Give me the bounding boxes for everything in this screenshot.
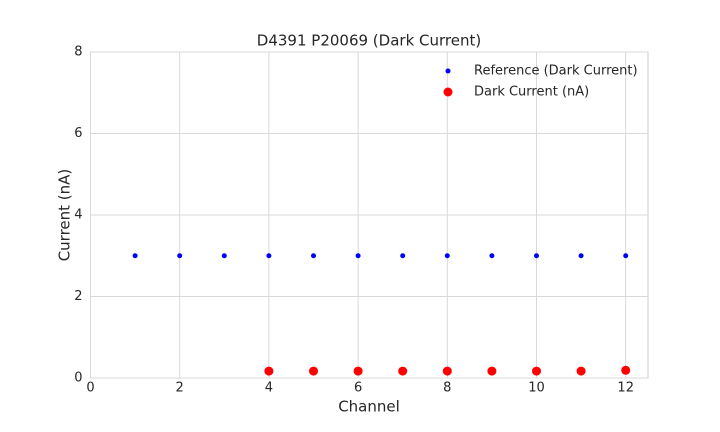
x-tick-label: 0 <box>86 381 94 396</box>
y-axis-label: Current (nA) <box>56 169 74 262</box>
data-point <box>266 253 272 259</box>
data-point <box>534 253 539 259</box>
legend-label: Reference (Dark Current) <box>474 64 638 79</box>
data-point <box>264 366 274 376</box>
y-tick-label: 8 <box>74 45 82 60</box>
data-point <box>355 253 361 259</box>
data-point <box>578 253 584 259</box>
chart-title: D4391 P20069 (Dark Current) <box>257 32 481 50</box>
x-tick-label: 6 <box>354 381 362 396</box>
legend-label: Dark Current (nA) <box>474 85 589 100</box>
y-tick-label: 4 <box>74 208 82 223</box>
x-tick-label: 2 <box>176 381 184 396</box>
data-point <box>623 253 629 259</box>
data-point <box>221 253 227 259</box>
data-point <box>532 366 541 376</box>
y-tick-label: 6 <box>74 126 82 141</box>
legend-marker <box>445 68 451 74</box>
data-point <box>309 366 318 376</box>
data-point <box>444 253 450 259</box>
data-point <box>442 366 452 376</box>
x-tick-label: 12 <box>617 381 634 396</box>
x-tick-label: 4 <box>265 381 273 396</box>
y-tick-label: 0 <box>74 371 82 386</box>
y-tick-label: 2 <box>74 289 82 304</box>
data-point <box>311 253 316 259</box>
data-point <box>400 253 406 259</box>
data-point <box>353 366 363 376</box>
x-tick-label: 10 <box>528 381 545 396</box>
x-axis-label: Channel <box>338 398 400 416</box>
data-point <box>132 253 138 259</box>
data-point <box>576 366 586 376</box>
data-point <box>487 366 497 376</box>
data-point <box>177 253 183 259</box>
x-tick-label: 8 <box>443 381 451 396</box>
data-point <box>621 365 631 375</box>
legend-marker <box>443 87 453 97</box>
data-point <box>489 253 495 259</box>
data-point <box>398 366 408 376</box>
